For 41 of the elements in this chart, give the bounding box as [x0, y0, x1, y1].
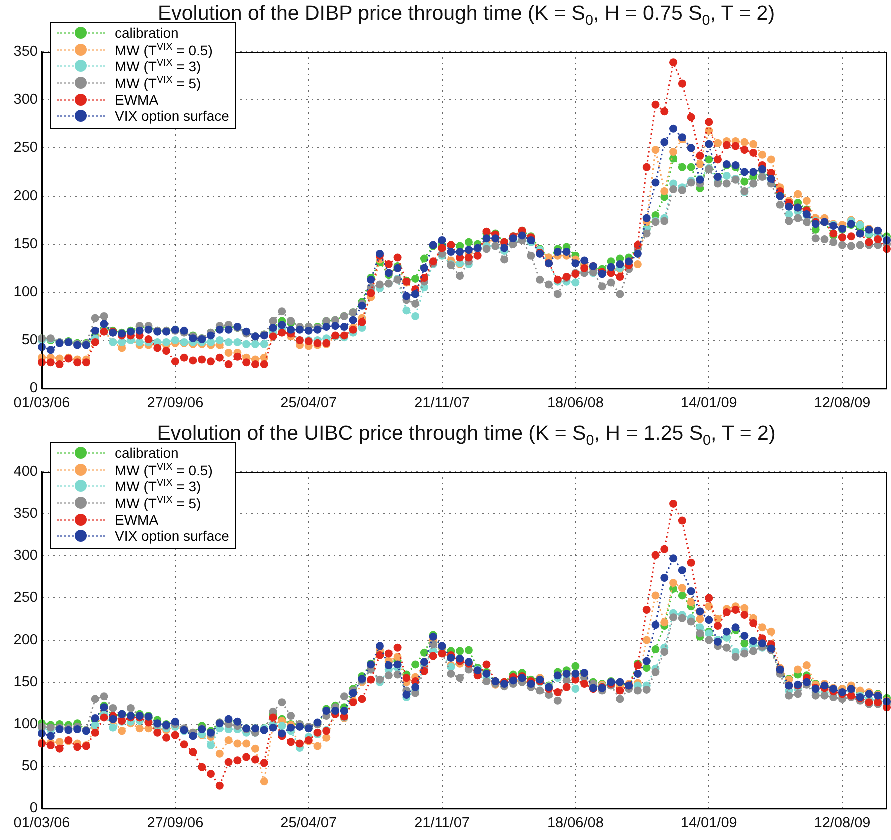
y-tick-label: 150: [14, 674, 38, 690]
x-tick-label: 18/06/08: [547, 815, 604, 832]
y-tick-label: 100: [14, 716, 38, 732]
y-tick-label: 250: [14, 590, 38, 606]
x-tick-label: 27/09/06: [147, 395, 204, 412]
y-tick-label: 150: [14, 236, 38, 252]
x-tick-label: 14/01/09: [680, 815, 738, 832]
y-tick-label: 350: [14, 506, 38, 522]
y-tick-label: 200: [14, 188, 38, 204]
y-tick-label: 50: [22, 758, 38, 775]
legend-label: MW (T$^{VIX}$ = 3): [115, 478, 202, 495]
y-tick-label: 250: [14, 140, 38, 156]
legend-label: MW (T$^{VIX}$ = 5): [115, 74, 202, 92]
legend-label: EWMA: [115, 92, 159, 108]
x-tick-label: 12/08/09: [814, 815, 871, 832]
legend-label: VIX option surface: [115, 108, 230, 124]
legend-label: MW (T$^{VIX}$ = 5): [115, 494, 202, 512]
x-tick-label: 25/04/07: [280, 395, 338, 412]
x-tick-label: 01/03/06: [14, 815, 70, 832]
y-tick-label: 50: [22, 332, 38, 349]
y-tick-label: 300: [14, 92, 38, 108]
legend-label: MW (T$^{VIX}$ = 3): [115, 58, 202, 75]
x-tick-label: 18/06/08: [547, 395, 604, 412]
legend-label: EWMA: [115, 512, 159, 528]
x-tick-label: 27/09/06: [147, 815, 204, 832]
legend-label: MW (T$^{VIX}$ = 0.5): [115, 42, 213, 58]
y-tick-label: 0: [30, 380, 38, 397]
y-tick-label: 200: [14, 632, 38, 648]
y-tick-label: 100: [14, 284, 38, 300]
x-tick-label: 12/08/09: [814, 395, 871, 412]
x-tick-label: 21/11/07: [414, 815, 470, 832]
legend-label: MW (T$^{VIX}$ = 0.5): [115, 462, 213, 478]
y-tick-label: 300: [14, 548, 38, 564]
y-tick-label: 350: [14, 44, 38, 60]
x-tick-label: 14/01/09: [680, 395, 738, 412]
legend-label: VIX option surface: [115, 528, 230, 544]
x-tick-label: 21/11/07: [414, 395, 470, 412]
x-tick-label: 25/04/07: [280, 815, 338, 832]
y-tick-label: 400: [14, 464, 38, 480]
x-tick-label: 01/03/06: [14, 395, 70, 412]
y-tick-label: 0: [30, 800, 38, 817]
